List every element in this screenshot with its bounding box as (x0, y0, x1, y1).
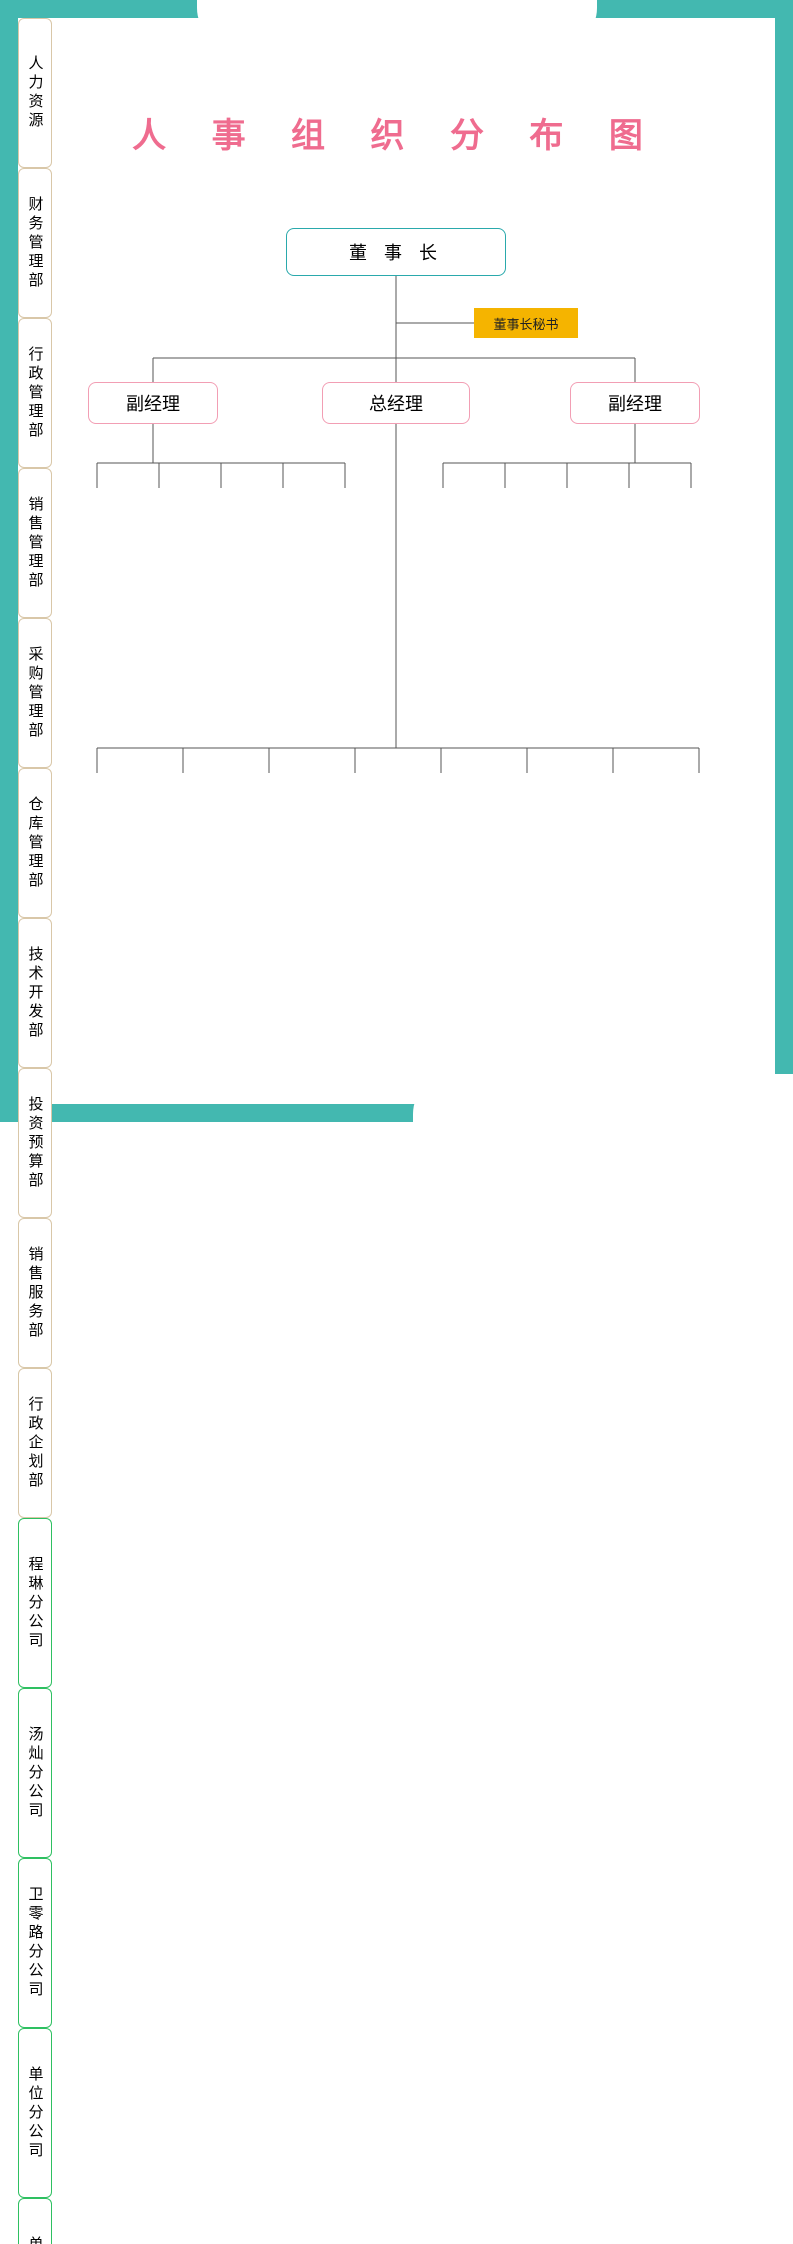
dept-b-4: 行政企划部 (18, 1368, 52, 1518)
content-area: 人 事 组 织 分 布 图 董 事 长董事长秘书副经理 总经理 副经理 人力资源财务管… (18, 18, 775, 1104)
dept-a-2: 行政管理部 (18, 318, 52, 468)
branch-2: 卫零路分公司 (18, 1858, 52, 2028)
dept-b-3: 销售服务部 (18, 1218, 52, 1368)
manager-node-0: 副经理 (88, 382, 218, 424)
dept-a-4: 采购管理部 (18, 618, 52, 768)
dept-a-0: 人力资源 (18, 18, 52, 168)
chairman-node: 董 事 长 (286, 228, 506, 276)
branch-3: 单位分公司 (18, 2028, 52, 2198)
branch-4: 单位分公司 (18, 2198, 52, 2244)
dept-b-2: 投资预算部 (18, 1068, 52, 1218)
dept-a-1: 财务管理部 (18, 168, 52, 318)
connector-lines (18, 18, 775, 1104)
branch-0: 程琳分公司 (18, 1518, 52, 1688)
manager-node-1: 总经理 (322, 382, 470, 424)
page-title: 人 事 组 织 分 布 图 (132, 108, 661, 157)
manager-node-2: 副经理 (570, 382, 700, 424)
dept-b-1: 技术开发部 (18, 918, 52, 1068)
dept-a-3: 销售管理部 (18, 468, 52, 618)
dept-b-0: 仓库管理部 (18, 768, 52, 918)
branch-1: 汤灿分公司 (18, 1688, 52, 1858)
secretary-node: 董事长秘书 (474, 308, 578, 338)
